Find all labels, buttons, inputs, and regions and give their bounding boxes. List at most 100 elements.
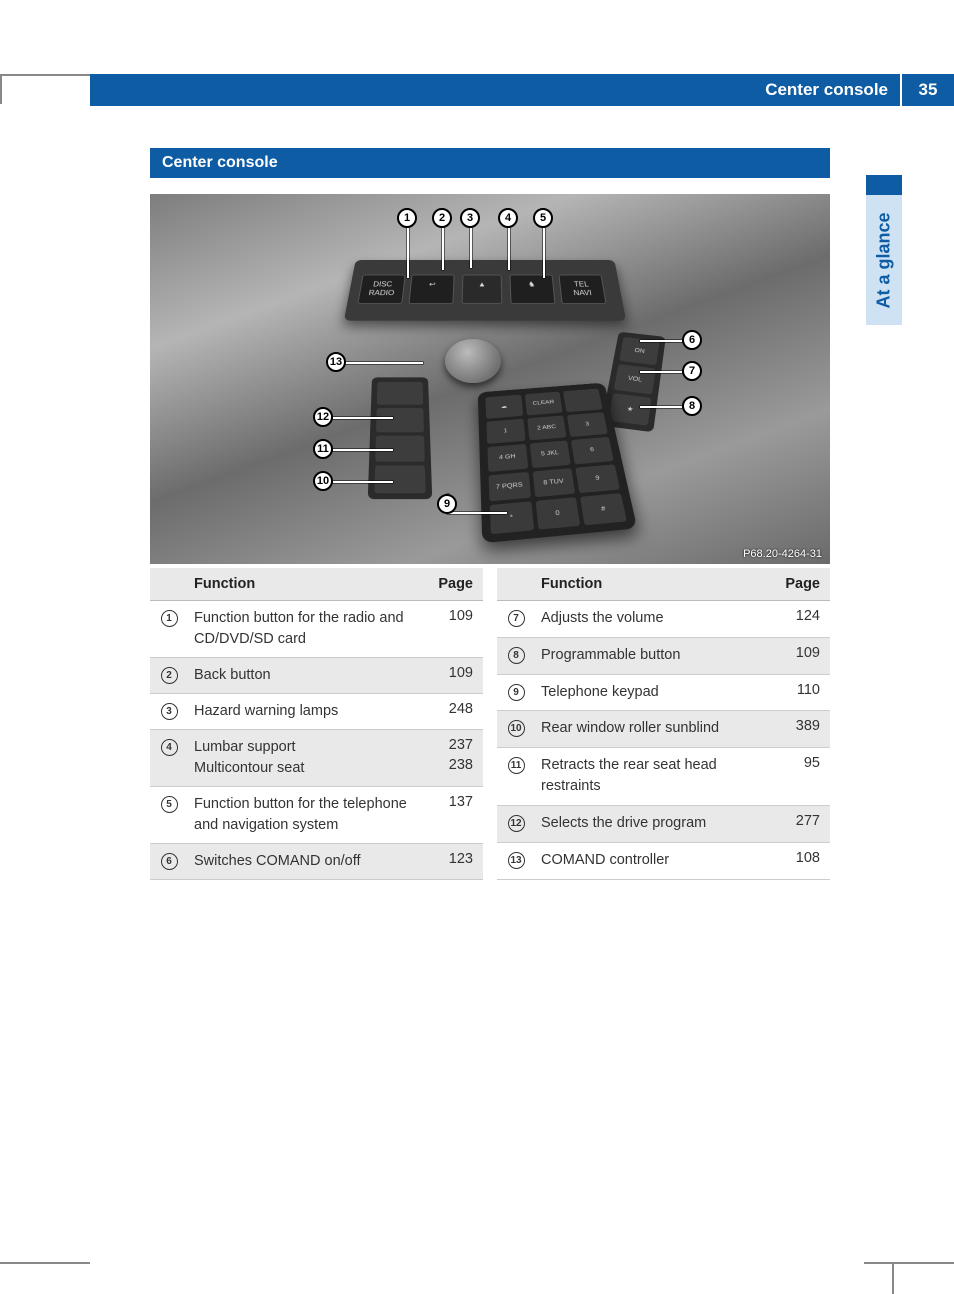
content-area: Center console DISCRADIO ↩ ▲ ♞ TELNAVI O… <box>150 148 830 880</box>
circled-number-icon: 13 <box>508 852 525 869</box>
section-title: Center console <box>150 148 830 178</box>
row-function: Rear window roller sunblind <box>533 711 774 748</box>
callout-leader <box>470 228 472 268</box>
row-number: 11 <box>497 748 533 806</box>
row-page: 124 <box>774 601 830 638</box>
row-page: 389 <box>774 711 830 748</box>
callout-6: 6 <box>682 330 702 350</box>
col-page: Page <box>427 568 483 601</box>
row-page: 248 <box>427 694 483 730</box>
crop-mark-top-h <box>0 74 90 76</box>
callout-10: 10 <box>313 471 333 491</box>
row-number: 13 <box>497 843 533 880</box>
callout-leader <box>333 449 393 451</box>
callout-8: 8 <box>682 396 702 416</box>
callout-5: 5 <box>533 208 553 228</box>
callout-3: 3 <box>460 208 480 228</box>
row-function: Selects the drive program <box>533 806 774 843</box>
callout-leader <box>543 228 545 278</box>
circled-number-icon: 2 <box>161 667 178 684</box>
circled-number-icon: 4 <box>161 739 178 756</box>
row-page: 277 <box>774 806 830 843</box>
console-button-row: DISCRADIO ↩ ▲ ♞ TELNAVI <box>344 260 626 321</box>
table-row: 13 COMAND controller108 <box>497 843 830 880</box>
console-btn-hazard: ▲ <box>462 275 503 304</box>
callout-12: 12 <box>313 407 333 427</box>
table-row: 1 Function button for the radio and CD/DV… <box>150 601 483 658</box>
circled-number-icon: 10 <box>508 720 525 737</box>
col-num <box>497 568 533 601</box>
row-number: 9 <box>497 674 533 711</box>
row-page: 95 <box>774 748 830 806</box>
callout-leader <box>407 228 409 278</box>
row-function: Function button for the telephone and na… <box>186 787 427 844</box>
row-function: COMAND controller <box>533 843 774 880</box>
center-console-diagram: DISCRADIO ↩ ▲ ♞ TELNAVI ONVOL★ ☁CLEAR 12… <box>150 194 830 564</box>
row-number: 4 <box>150 730 186 787</box>
circled-number-icon: 1 <box>161 610 178 627</box>
circled-number-icon: 11 <box>508 757 525 774</box>
side-tab-label: At a glance <box>874 212 895 308</box>
page-header: Center console 35 <box>90 74 954 106</box>
callout-leader <box>640 340 682 342</box>
row-number: 6 <box>150 844 186 880</box>
row-function: Retracts the rear seat head restraints <box>533 748 774 806</box>
callout-1: 1 <box>397 208 417 228</box>
table-row: 7Adjusts the volume124 <box>497 601 830 638</box>
console-btn-tel-navi: TELNAVI <box>558 275 606 304</box>
row-page: 137 <box>427 787 483 844</box>
row-number: 8 <box>497 637 533 674</box>
callout-leader <box>447 512 507 514</box>
circled-number-icon: 8 <box>508 647 525 664</box>
col-num <box>150 568 186 601</box>
row-function: Hazard warning lamps <box>186 694 427 730</box>
callout-leader <box>508 228 510 270</box>
crop-mark-bottom-rv <box>892 1264 894 1294</box>
function-table-right: Function Page 7Adjusts the volume1248Pro… <box>497 568 830 880</box>
callout-11: 11 <box>313 439 333 459</box>
side-tab-cap <box>866 175 902 195</box>
row-function: Programmable button <box>533 637 774 674</box>
callout-leader <box>333 481 393 483</box>
table-row: 9Telephone keypad110 <box>497 674 830 711</box>
crop-mark-top-v <box>0 74 2 104</box>
circled-number-icon: 12 <box>508 815 525 832</box>
row-function: Telephone keypad <box>533 674 774 711</box>
row-function: Back button <box>186 658 427 694</box>
callout-7: 7 <box>682 361 702 381</box>
circled-number-icon: 6 <box>161 853 178 870</box>
table-row: 2 Back button109 <box>150 658 483 694</box>
callout-leader <box>442 228 444 270</box>
callout-leader <box>333 362 423 364</box>
table-row: 4Lumbar supportMulticontour seat237238 <box>150 730 483 787</box>
callout-9: 9 <box>437 494 457 514</box>
circled-number-icon: 3 <box>161 703 178 720</box>
row-page: 237238 <box>427 730 483 787</box>
page-header-title: Center console <box>765 80 900 100</box>
crop-mark-bottom-l <box>0 1262 90 1264</box>
callout-leader <box>640 371 682 373</box>
console-btn-back: ↩ <box>408 275 454 304</box>
row-number: 12 <box>497 806 533 843</box>
console-btn-seat: ♞ <box>509 275 555 304</box>
callout-2: 2 <box>432 208 452 228</box>
table-row: 8 Programmable button109 <box>497 637 830 674</box>
circled-number-icon: 5 <box>161 796 178 813</box>
row-page: 108 <box>774 843 830 880</box>
callout-13: 13 <box>326 352 346 372</box>
diagram-ref-label: P68.20-4264-31 <box>743 548 822 560</box>
row-number: 3 <box>150 694 186 730</box>
crop-mark-bottom-r <box>864 1262 954 1264</box>
table-row: 10 Rear window roller sunblind389 <box>497 711 830 748</box>
console-btn-disc-radio: DISCRADIO <box>357 275 405 304</box>
page-number: 35 <box>900 74 954 106</box>
circled-number-icon: 9 <box>508 684 525 701</box>
row-function: Function button for the radio and CD/DVD… <box>186 601 427 658</box>
row-page: 109 <box>427 601 483 658</box>
row-page: 109 <box>427 658 483 694</box>
callout-leader <box>333 417 393 419</box>
callout-leader <box>640 406 682 408</box>
row-page: 109 <box>774 637 830 674</box>
table-row: 12 Selects the drive program277 <box>497 806 830 843</box>
table-row: 3 Hazard warning lamps248 <box>150 694 483 730</box>
